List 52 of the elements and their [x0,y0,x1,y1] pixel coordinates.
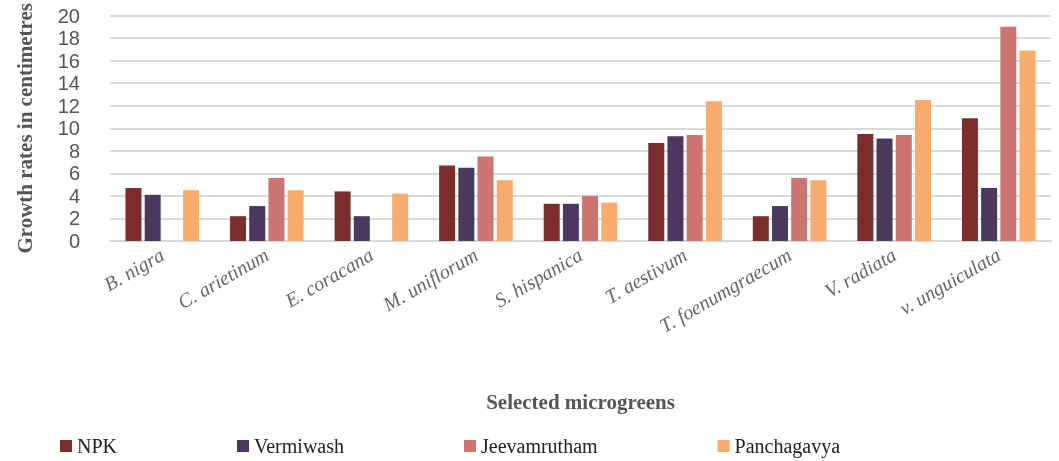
bar [981,188,998,241]
y-tick-label: 16 [57,49,80,72]
bar [562,203,579,241]
bar [496,180,513,241]
y-tick-label: 0 [68,230,80,252]
bar [582,195,599,241]
bar [810,180,827,241]
bar [543,203,560,241]
bar [601,202,618,241]
bar [439,165,456,241]
bar [1019,50,1036,241]
bar [895,135,912,241]
legend-label: Vermiwash [254,435,344,457]
legend-label: Panchagavya [734,435,841,458]
legend-label: Jeevamrutham [480,435,599,457]
y-tick-label: 12 [57,94,80,117]
legend-label: NPK [77,435,118,457]
y-tick-label: 2 [68,207,80,230]
bar [1000,26,1017,241]
y-tick-label: 8 [68,139,80,162]
bar [287,190,304,241]
bar [752,216,769,241]
bar [477,156,494,241]
bar [144,194,161,241]
bar [686,135,703,241]
bar [334,191,351,241]
y-tick-label: 4 [68,184,80,207]
y-tick-label: 20 [57,4,80,27]
bar [857,133,874,241]
bar [268,177,285,241]
bar [876,138,893,241]
x-tick-label: B. nigra [100,243,169,297]
y-tick-label: 6 [68,162,80,185]
bar [458,167,475,241]
y-tick-label: 10 [57,117,80,140]
x-axis-title: Selected microgreens [486,389,675,414]
bar [392,193,409,241]
bar [648,142,665,241]
y-axis-title: Growth rates in centimetres [12,3,37,254]
bar [249,206,266,241]
y-tick-label: 18 [57,27,80,50]
bar [772,206,789,241]
bar [914,100,931,241]
bar [667,136,684,241]
bar [183,190,200,241]
y-tick-label: 14 [57,72,80,95]
bar [353,216,370,241]
bar [791,177,808,241]
bar [125,188,142,241]
bar [230,216,247,241]
bar [705,101,722,241]
bar [961,118,978,241]
